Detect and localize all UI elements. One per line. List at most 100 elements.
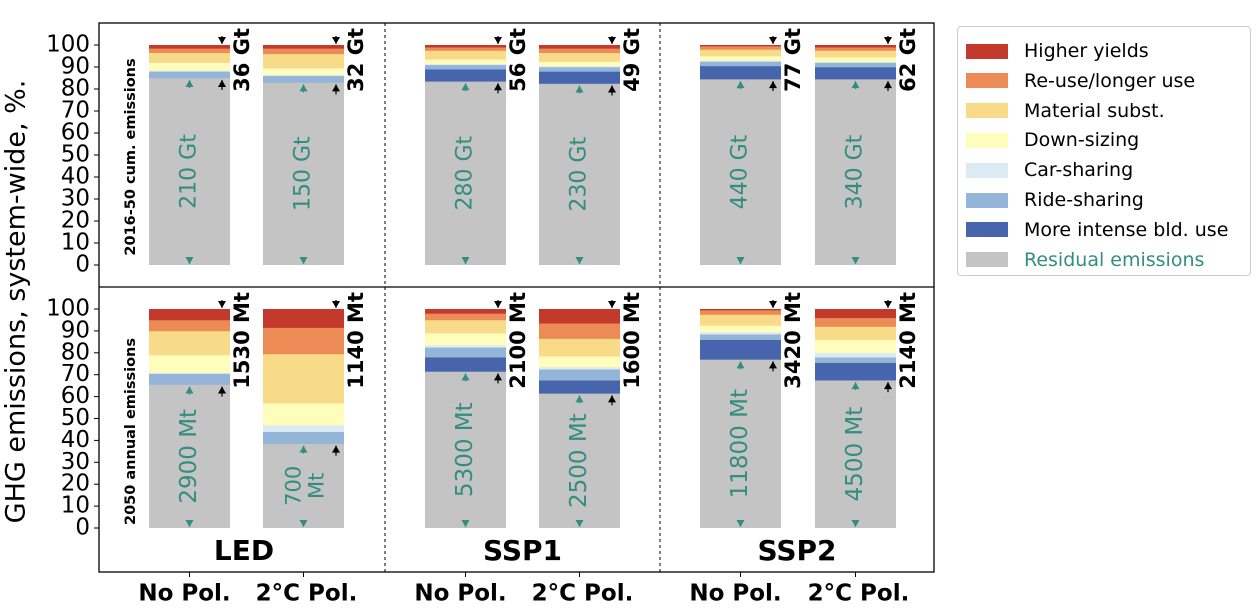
- reduction-arrow-down: [218, 300, 226, 308]
- arrow-head: [736, 361, 745, 369]
- residual-label: 2500 Mt: [566, 413, 592, 508]
- x-tick-label: No Pol.: [414, 581, 506, 607]
- legend-swatch: [966, 103, 1008, 119]
- residual-label: 700: [282, 466, 306, 506]
- segment-material-subst-: [815, 50, 896, 58]
- residual-label: 210 Gt: [177, 134, 202, 209]
- segment-down-sizing: [425, 333, 506, 346]
- residual-label: 230 Gt: [567, 137, 592, 212]
- legend-label: Material subst.: [1024, 99, 1165, 122]
- arrow-head: [851, 382, 860, 390]
- arrow-head: [769, 301, 777, 308]
- arrow-head: [769, 81, 777, 89]
- residual-arrow-down: [851, 257, 860, 264]
- segment-ride-sharing: [425, 64, 506, 70]
- segment-ride-sharing: [815, 357, 896, 363]
- reduction-label: 1600 Mt: [620, 292, 644, 389]
- residual-bar: [700, 79, 781, 265]
- y-tick-label: 50: [61, 405, 90, 431]
- residual-arrow-up: [299, 445, 308, 454]
- arrow-head: [769, 361, 777, 369]
- residual-label-unit: Mt: [305, 473, 329, 499]
- reduction-arrow-down: [332, 300, 340, 308]
- reduction-arrow-down: [769, 300, 777, 308]
- segment-ride-sharing: [815, 62, 896, 68]
- arrow-head: [185, 520, 194, 527]
- legend-swatch: [966, 73, 1008, 89]
- segment-re-use-longer-use: [815, 317, 896, 327]
- residual-arrow-up: [851, 81, 860, 90]
- arrow-head: [332, 301, 340, 308]
- segment-more-intense-bld-use: [539, 71, 620, 84]
- segment-car-sharing: [263, 74, 344, 77]
- segment-down-sizing: [815, 57, 896, 62]
- residual-bar: [815, 79, 896, 265]
- y-tick-label: 50: [61, 142, 90, 168]
- row-label: 2016-50 cum. emissions: [123, 58, 139, 255]
- reduction-arrow-up: [769, 361, 777, 372]
- x-tick-label: No Pol.: [138, 581, 230, 607]
- segment-ride-sharing: [700, 334, 781, 340]
- x-tick-label: 2°C Pol.: [532, 581, 634, 607]
- reduction-arrow-up: [884, 81, 892, 92]
- segment-ride-sharing: [425, 347, 506, 358]
- frame-border: [98, 22, 935, 573]
- reduction-arrow-down: [494, 36, 502, 44]
- residual-label: 340 Gt: [843, 134, 868, 209]
- segment-ride-sharing: [263, 431, 344, 444]
- arrow-head: [332, 445, 340, 453]
- y-tick-label: 70: [61, 98, 90, 124]
- residual-label: 11800 Mt: [727, 389, 753, 498]
- reduction-arrow-down: [332, 36, 340, 44]
- reduction-arrow-down: [494, 300, 502, 308]
- segment-more-intense-bld-use: [425, 357, 506, 372]
- segment-material-subst-: [149, 52, 230, 63]
- reduction-label: 56 Gt: [506, 28, 530, 92]
- arrow-head: [494, 301, 502, 308]
- y-tick-label: 10: [61, 230, 90, 256]
- arrow-head: [575, 520, 584, 527]
- segment-re-use-longer-use: [539, 323, 620, 339]
- reduction-arrow-up: [608, 395, 616, 406]
- segment-higher-yields: [815, 309, 896, 319]
- reduction-label: 36 Gt: [230, 28, 254, 92]
- legend-item: Down-sizing: [966, 126, 1139, 154]
- segment-down-sizing: [700, 325, 781, 333]
- segment-higher-yields: [425, 45, 506, 48]
- arrow-head: [299, 257, 308, 264]
- segment-material-subst-: [149, 330, 230, 356]
- residual-arrow-down: [575, 520, 584, 527]
- arrow-head: [736, 520, 745, 527]
- arrow-head: [494, 83, 502, 91]
- segment-more-intense-bld-use: [815, 67, 896, 80]
- residual-arrow-down: [736, 520, 745, 527]
- reduction-arrow-up: [218, 386, 226, 397]
- residual-arrow-up: [185, 386, 194, 395]
- scenario-label: SSP2: [757, 534, 836, 567]
- residual-label: 2900 Mt: [176, 409, 202, 504]
- residual-arrow-down: [575, 257, 584, 264]
- segment-car-sharing: [700, 60, 781, 62]
- y-tick-label: 60: [61, 120, 90, 146]
- residual-arrow-up: [736, 361, 745, 370]
- y-tick-label: 60: [61, 383, 90, 409]
- y-tick-label: 100: [46, 32, 90, 58]
- segment-car-sharing: [149, 372, 230, 374]
- arrow-head: [851, 257, 860, 264]
- residual-arrow-up: [185, 80, 194, 88]
- segment-higher-yields: [263, 45, 344, 49]
- residual-bar: [539, 83, 620, 265]
- y-tick-label: 40: [61, 427, 90, 453]
- y-tick-label: 10: [61, 493, 90, 519]
- legend-label: Down-sizing: [1024, 129, 1140, 152]
- segment-ride-sharing: [539, 369, 620, 381]
- segment-re-use-longer-use: [815, 47, 896, 51]
- segment-more-intense-bld-use: [700, 339, 781, 360]
- residual-arrow-down: [185, 257, 194, 264]
- legend-label: Higher yields: [1024, 40, 1149, 62]
- segment-re-use-longer-use: [425, 313, 506, 321]
- segment-re-use-longer-use: [539, 48, 620, 53]
- legend-item: Car-sharing: [966, 156, 1133, 184]
